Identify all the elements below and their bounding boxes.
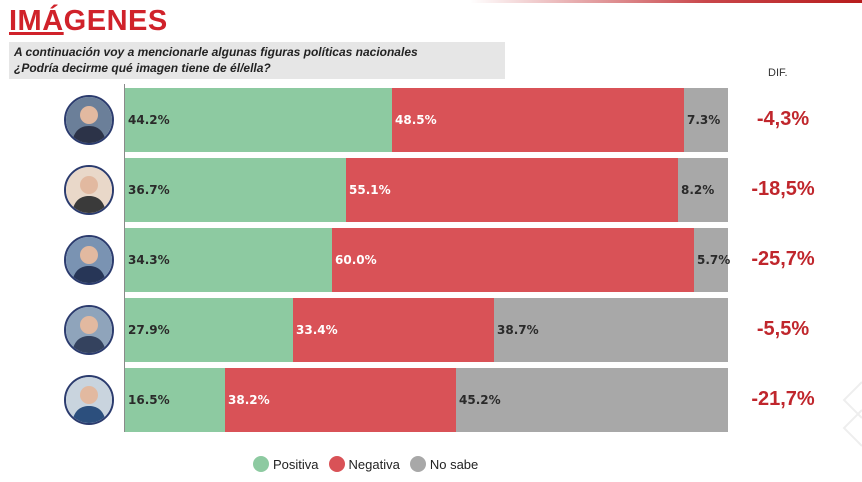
legend-dot-positiva-icon [253, 456, 269, 472]
legend-label-positiva: Positiva [273, 456, 319, 472]
subtitle-line-1: A continuación voy a mencionarle algunas… [14, 45, 418, 59]
bar-segment-negativa: 38.2% [225, 368, 456, 432]
bar-segment-positiva: 16.5% [125, 368, 225, 432]
data-label-no-sabe: 8.2% [681, 183, 715, 197]
decorative-chevron-icon [842, 381, 862, 447]
bar-segment-negativa: 55.1% [346, 158, 678, 222]
dif-value: -18,5% [751, 178, 815, 200]
page-title-underlined: IMÁ [9, 5, 64, 37]
bar-segment-positiva: 34.3% [125, 228, 332, 292]
person-avatar-icon [64, 165, 114, 215]
dif-value: -4,3% [756, 108, 810, 130]
legend-dot-negativa-icon [328, 456, 345, 472]
legend-dot-no-sabe-icon [409, 456, 426, 472]
bar-segment-no-sabe: 38.7% [494, 298, 728, 362]
data-label-positiva: 36.7% [128, 183, 170, 197]
subtitle-box [9, 42, 505, 79]
data-label-positiva: 34.3% [128, 253, 170, 267]
bar-segment-positiva: 27.9% [125, 298, 293, 362]
stacked-bar: 36.7% 55.1% 8.2% [125, 158, 728, 222]
bar-segment-negativa: 48.5% [392, 88, 684, 152]
data-label-negativa: 48.5% [395, 113, 437, 127]
chart-row-2: 36.7% 55.1% 8.2% -18,5% [0, 158, 862, 222]
data-label-no-sabe: 5.7% [697, 253, 731, 267]
stacked-bar: 27.9% 33.4% 38.7% [125, 298, 728, 362]
stacked-bar: 16.5% 38.2% 45.2% [125, 368, 728, 432]
dif-column-header: DIF. [768, 67, 788, 79]
chart-row-5: 16.5% 38.2% 45.2% -21,7% [0, 368, 862, 432]
bar-segment-no-sabe: 7.3% [684, 88, 728, 152]
chart-axis-line [124, 84, 125, 432]
chart-row-4: 27.9% 33.4% 38.7% -5,5% [0, 298, 862, 362]
chart-row-1: 44.2% 48.5% 7.3% -4,3% [0, 88, 862, 152]
person-avatar-icon [64, 375, 114, 425]
bar-segment-no-sabe: 8.2% [678, 158, 728, 222]
data-label-negativa: 33.4% [296, 323, 338, 337]
stacked-bar: 34.3% 60.0% 5.7% [125, 228, 731, 292]
dif-value: -21,7% [751, 388, 815, 410]
bar-segment-positiva: 44.2% [125, 88, 392, 152]
data-label-negativa: 38.2% [228, 393, 270, 407]
bar-segment-no-sabe: 5.7% [694, 228, 731, 292]
bar-segment-negativa: 33.4% [293, 298, 494, 362]
bar-segment-no-sabe: 45.2% [456, 368, 728, 432]
data-label-negativa: 60.0% [335, 253, 377, 267]
data-label-no-sabe: 38.7% [497, 323, 539, 337]
bar-segment-negativa: 60.0% [332, 228, 694, 292]
data-label-positiva: 16.5% [128, 393, 170, 407]
legend-label-no-sabe: No sabe [429, 456, 479, 472]
data-label-positiva: 27.9% [128, 323, 170, 337]
person-avatar-icon [64, 235, 114, 285]
data-label-negativa: 55.1% [349, 183, 391, 197]
person-avatar-icon [64, 305, 114, 355]
legend-item-no-sabe: No sabe [409, 456, 479, 472]
dif-value: -25,7% [751, 248, 815, 270]
chart-legend: Positiva Negativa No sabe [253, 456, 478, 472]
header-accent-line [470, 0, 862, 3]
legend-label-negativa: Negativa [348, 456, 400, 472]
data-label-positiva: 44.2% [128, 113, 170, 127]
chart-row-3: 34.3% 60.0% 5.7% -25,7% [0, 228, 862, 292]
dif-value: -5,5% [756, 318, 810, 340]
page-title-rest: GENES [63, 5, 168, 37]
page-title: IMÁGENES [9, 4, 168, 38]
subtitle-line-2: ¿Podría decirme qué imagen tiene de él/e… [14, 61, 271, 75]
legend-item-negativa: Negativa [328, 456, 400, 472]
data-label-no-sabe: 7.3% [687, 113, 721, 127]
person-avatar-icon [64, 95, 114, 145]
stacked-bar: 44.2% 48.5% 7.3% [125, 88, 728, 152]
data-label-no-sabe: 45.2% [459, 393, 501, 407]
legend-item-positiva: Positiva [253, 456, 319, 472]
bar-segment-positiva: 36.7% [125, 158, 346, 222]
